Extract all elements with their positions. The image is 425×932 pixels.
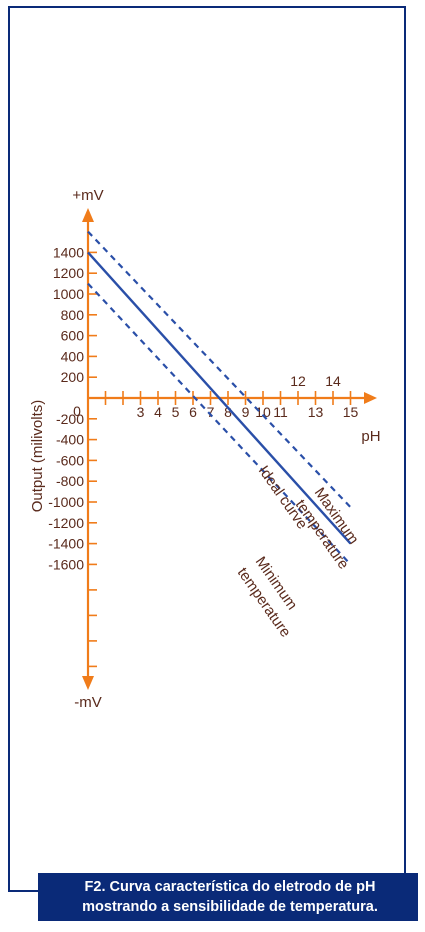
y-tick-label: 1400 bbox=[53, 244, 84, 260]
x-tick-label: 6 bbox=[189, 404, 197, 420]
x-tick-label: 3 bbox=[137, 404, 145, 420]
x-tick-label: 11 bbox=[273, 404, 288, 420]
x-tick-label: 4 bbox=[154, 404, 162, 420]
y-tick-label: -1400 bbox=[48, 536, 84, 552]
series-ideal-curve bbox=[87, 251, 352, 545]
x-tick-label: 10 bbox=[255, 404, 271, 420]
x-tick-label: 15 bbox=[343, 404, 359, 420]
y-tick-label: 200 bbox=[61, 369, 85, 385]
y-tick-label: -1600 bbox=[48, 556, 84, 572]
y-tick-label: 800 bbox=[61, 307, 85, 323]
y-axis-label: Output (milivolts) bbox=[29, 400, 46, 513]
x-tick-label: 13 bbox=[308, 404, 324, 420]
y-tick-label: 600 bbox=[61, 328, 85, 344]
x-tick-label: 7 bbox=[207, 404, 215, 420]
y-axis-top-label: +mV bbox=[72, 187, 103, 204]
y-tick-label: 1200 bbox=[53, 265, 84, 281]
x-axis-arrow bbox=[364, 392, 377, 404]
x-tick-label: 14 bbox=[325, 373, 341, 389]
series-minimum-temperature bbox=[87, 282, 352, 566]
x-tick-label: 5 bbox=[172, 404, 180, 420]
y-tick-label: 400 bbox=[61, 348, 85, 364]
caption-line-1: F2. Curva característica do eletrodo de … bbox=[84, 879, 376, 895]
annotation-ideal-curve: Ideal curve bbox=[255, 463, 311, 533]
y-tick-label: -800 bbox=[56, 473, 84, 489]
origin-label: 0 bbox=[73, 403, 81, 419]
y-axis-arrow-down bbox=[82, 676, 94, 690]
y-tick-label: -200 bbox=[56, 411, 84, 427]
y-tick-label: -1200 bbox=[48, 515, 84, 531]
x-tick-label: 12 bbox=[290, 373, 306, 389]
x-axis-label: pH bbox=[361, 428, 380, 445]
x-tick-label: 8 bbox=[224, 404, 232, 420]
figure-caption: F2. Curva característica do eletrodo de … bbox=[38, 873, 418, 921]
y-tick-label: -1000 bbox=[48, 494, 84, 510]
y-axis-bottom-label: -mV bbox=[74, 694, 102, 711]
y-tick-label: 1000 bbox=[53, 286, 84, 302]
y-tick-label: -600 bbox=[56, 452, 84, 468]
series-maximum-temperature bbox=[87, 230, 352, 508]
y-tick-label: -400 bbox=[56, 432, 84, 448]
x-tick-label: 9 bbox=[242, 404, 250, 420]
y-axis-arrow-up bbox=[82, 208, 94, 222]
caption-line-2: mostrando a sensibilidade de temperatura… bbox=[82, 899, 378, 915]
